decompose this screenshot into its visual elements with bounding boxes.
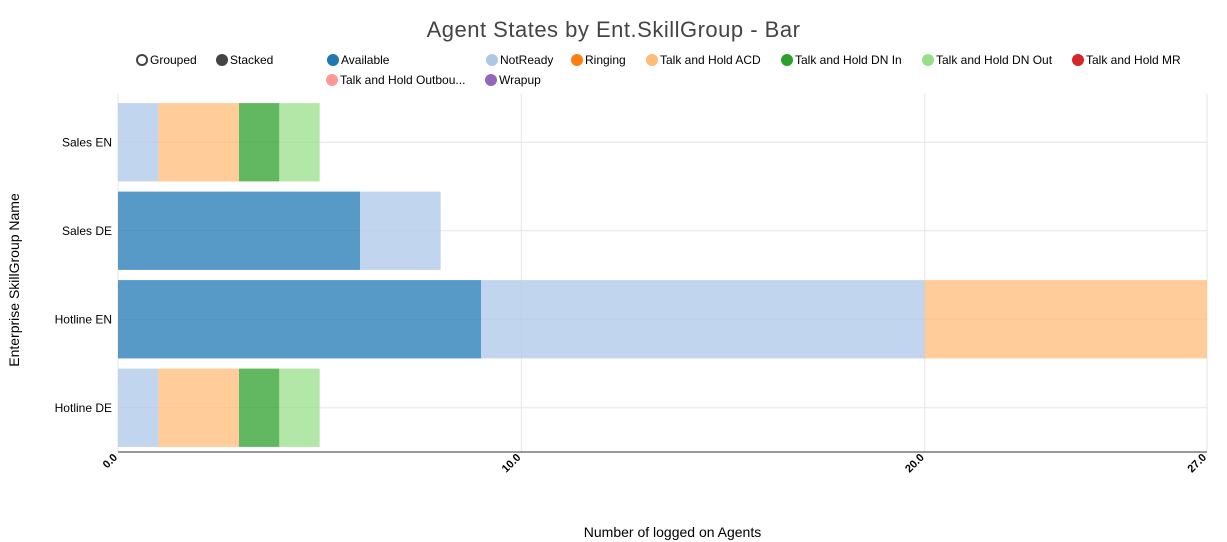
x-tick-label: 10.0 [500, 452, 524, 476]
legend-label: Talk and Hold DN Out [936, 53, 1053, 67]
legend-swatch-icon [571, 54, 583, 66]
grouped-toggle[interactable]: Grouped [136, 53, 197, 67]
bars [118, 103, 1207, 447]
legend-swatch-icon [781, 54, 793, 66]
legend-item-talk-and-hold-dn-out[interactable]: Talk and Hold DN Out [922, 53, 1052, 67]
y-tick-label: Sales DE [62, 224, 112, 238]
stacked-label: Stacked [230, 53, 274, 67]
legend-swatch-icon [922, 54, 934, 66]
legend-label: Talk and Hold Outbou... [340, 73, 466, 87]
stacked-toggle[interactable]: Stacked [216, 53, 273, 67]
legend-label: Talk and Hold ACD [660, 53, 761, 67]
bar-hotline-de-talk-and-hold-dn-in [239, 368, 280, 447]
legend-item-talk-and-hold-dn-in[interactable]: Talk and Hold DN In [781, 53, 902, 67]
y-tick-labels: Sales EN Sales DE Hotline EN Hotline DE [55, 135, 112, 415]
legend-label: Talk and Hold MR [1086, 53, 1181, 67]
x-tick-label: 20.0 [903, 452, 927, 476]
bar-sales-en-notready [118, 103, 159, 182]
bar-hotline-en-notready [481, 280, 925, 359]
legend-swatch-icon [485, 74, 497, 86]
legend-label: Wrapup [499, 73, 541, 87]
legend-item-wrapup[interactable]: Wrapup [485, 73, 541, 87]
legend-swatch-icon [646, 54, 658, 66]
y-tick-label: Sales EN [62, 135, 112, 149]
bar-hotline-de-talk-and-hold-acd [158, 368, 239, 447]
bar-sales-en-talk-and-hold-dn-out [279, 103, 320, 182]
bar-sales-en-talk-and-hold-dn-in [239, 103, 280, 182]
legend-item-talk-and-hold-mr[interactable]: Talk and Hold MR [1072, 53, 1181, 67]
chart-title: Agent States by Ent.SkillGroup - Bar [426, 17, 801, 42]
legend-item-talk-and-hold-outbou[interactable]: Talk and Hold Outbou... [326, 73, 465, 87]
bar-hotline-de-notready [118, 368, 159, 447]
legend-swatch-icon [327, 54, 339, 66]
legend-label: Available [341, 53, 390, 67]
radio-selected-icon [216, 54, 228, 66]
y-tick-label: Hotline EN [55, 312, 112, 326]
legend-item-ringing[interactable]: Ringing [571, 53, 626, 67]
legend-label: NotReady [500, 53, 554, 67]
legend-label: Ringing [585, 53, 626, 67]
bar-hotline-de-talk-and-hold-dn-out [279, 368, 320, 447]
legend-swatch-icon [1072, 54, 1084, 66]
bar-sales-en-talk-and-hold-acd [158, 103, 239, 182]
x-tick-label: 27.0 [1185, 452, 1209, 476]
legend-item-available[interactable]: Available [327, 53, 389, 67]
bar-sales-de-available [118, 191, 360, 270]
bar-hotline-en-available [118, 280, 481, 359]
radio-icon [136, 54, 148, 66]
legend-label: Talk and Hold DN In [795, 53, 902, 67]
x-tick-labels: 0.0 10.0 20.0 27.0 [101, 452, 1209, 476]
y-axis-label: Enterprise SkillGroup Name [6, 193, 22, 367]
legend-swatch-icon [326, 74, 338, 86]
legend-swatch-icon [486, 54, 498, 66]
y-tick-label: Hotline DE [55, 401, 112, 415]
legend-item-talk-and-hold-acd[interactable]: Talk and Hold ACD [646, 53, 761, 67]
x-axis-label: Number of logged on Agents [583, 524, 762, 540]
bar-hotline-en-talk-and-hold-acd [924, 280, 1207, 359]
legend-item-notready[interactable]: NotReady [486, 53, 553, 67]
bar-sales-de-notready [360, 191, 441, 270]
grouped-label: Grouped [150, 53, 197, 67]
x-tick-label: 0.0 [101, 452, 120, 471]
